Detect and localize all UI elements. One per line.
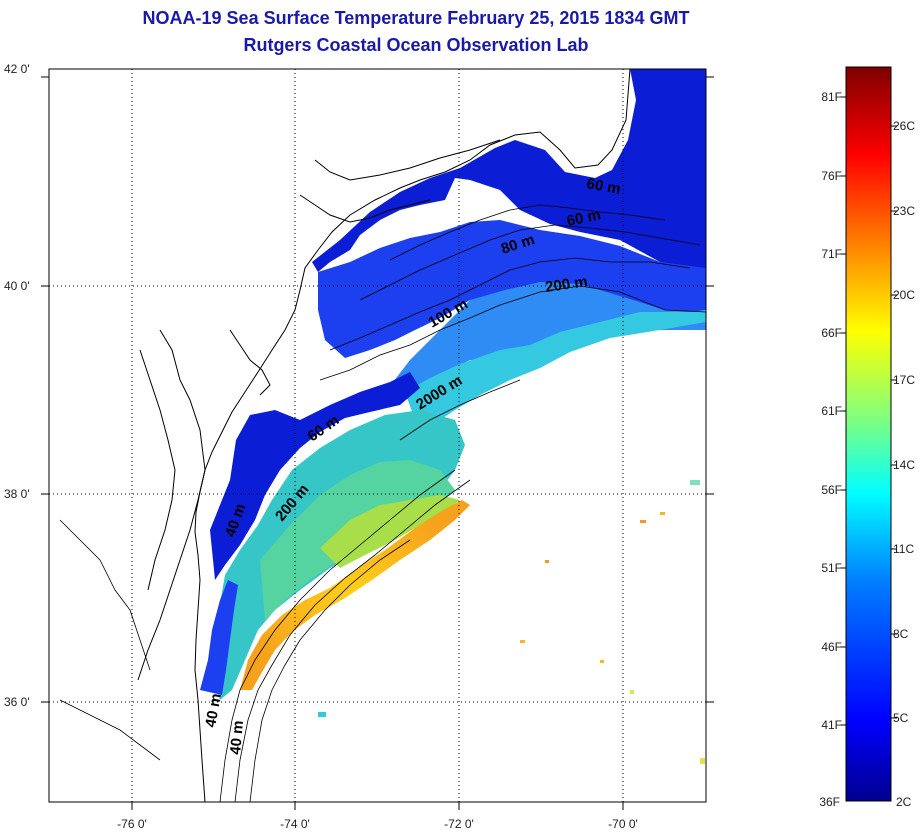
lat-tick-label: 40 0' <box>4 279 30 293</box>
colorbar-c-label: 17C <box>893 373 915 387</box>
contour-200m-north <box>319 285 706 381</box>
contour-200m <box>234 479 471 802</box>
sst-shelfbreak-cyan <box>405 310 706 420</box>
contour-60m <box>389 204 666 261</box>
contour-2000m <box>249 539 411 802</box>
colorbar-f-label: 51F <box>821 561 842 575</box>
sst-slope-north <box>390 282 706 392</box>
colorbar-f-label: 76F <box>821 169 842 183</box>
lon-tick-label: -72 0' <box>444 817 474 831</box>
contour-100m-north <box>329 257 691 351</box>
lon-tick-label: -76 0' <box>117 817 147 831</box>
contour-2000m-north <box>399 379 521 441</box>
contour-label: 60 m <box>565 206 602 230</box>
map-graticule <box>49 69 706 802</box>
delaware-bay-shore <box>229 329 271 396</box>
colorbar-f-label: 36F <box>819 795 840 809</box>
coastline <box>194 69 631 802</box>
colorbar-f-label: 46F <box>821 640 842 654</box>
sst-midatlantic-coastal <box>210 372 420 580</box>
colorbar-c-label: 26C <box>893 119 915 133</box>
sst-layer: 200 m 60 m 80 m 100 m 2000 m 60 m 200 m … <box>49 69 706 802</box>
colorbar-f-label: 71F <box>821 247 842 261</box>
sst-northern-shelf-cold <box>312 69 706 272</box>
colorbar: 81F 76F 71F 66F 61F 56F 51F 46F 41F 36F … <box>819 66 915 809</box>
colorbar-f-label: 66F <box>821 326 842 340</box>
chesapeake-bay-shore <box>137 329 206 681</box>
contour-label: 200 m <box>544 273 588 296</box>
long-island-south-shore <box>299 194 431 223</box>
colorbar-f-label: 81F <box>821 90 842 104</box>
lon-tick-label: -70 0' <box>608 817 638 831</box>
sst-offshore-speckles <box>318 480 705 764</box>
contour-80m <box>359 224 701 301</box>
river-shore <box>59 519 151 671</box>
contour-40m-south <box>219 469 456 802</box>
sst-nc-coastal <box>200 580 238 695</box>
colorbar-gradient <box>845 66 892 802</box>
chesapeake-bay-west-shore <box>139 349 176 591</box>
colorbar-c-label: 20C <box>893 288 915 302</box>
colorbar-c-label: 5C <box>893 711 909 725</box>
sst-gulf-stream-warm <box>240 500 470 690</box>
map-title: NOAA-19 Sea Surface Temperature February… <box>142 8 690 28</box>
colorbar-c-label: 23C <box>893 204 915 218</box>
contour-label: 40 m <box>227 720 247 756</box>
pamlico-sound-shore <box>59 699 161 761</box>
contour-label: 60 m <box>585 175 622 198</box>
lat-tick-label: 38 0' <box>4 487 30 501</box>
colorbar-c-label: 2C <box>896 795 912 809</box>
long-island-shore <box>314 139 501 181</box>
lat-tick-label: 42 0' <box>4 62 30 76</box>
colorbar-c-label: 8C <box>893 627 909 641</box>
lat-tick-label: 36 0' <box>4 695 30 709</box>
colorbar-c-label: 14C <box>893 458 915 472</box>
land-mass <box>49 69 630 802</box>
colorbar-f-label: 56F <box>821 483 842 497</box>
colorbar-ticks <box>840 96 897 726</box>
map-ticks <box>41 76 714 810</box>
contour-label: 40 m <box>202 692 225 729</box>
map-subtitle: Rutgers Coastal Ocean Observation Lab <box>243 35 589 55</box>
lon-tick-label: -74 0' <box>280 817 310 831</box>
colorbar-f-label: 41F <box>821 718 842 732</box>
colorbar-f-label: 61F <box>821 404 842 418</box>
colorbar-c-label: 11C <box>893 542 914 556</box>
